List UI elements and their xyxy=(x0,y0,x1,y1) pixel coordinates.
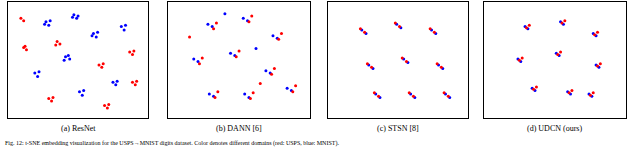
svg-text:Fig. 12: t-SNE embedding visua: Fig. 12: t-SNE embedding visualization f… xyxy=(5,140,339,147)
svg-text:(b) DANN [6]: (b) DANN [6] xyxy=(216,124,262,133)
svg-text:(d) UDCN (ours): (d) UDCN (ours) xyxy=(527,124,582,133)
svg-text:(a) ResNet: (a) ResNet xyxy=(61,124,96,133)
svg-text:(c) STSN [8]: (c) STSN [8] xyxy=(377,124,419,133)
